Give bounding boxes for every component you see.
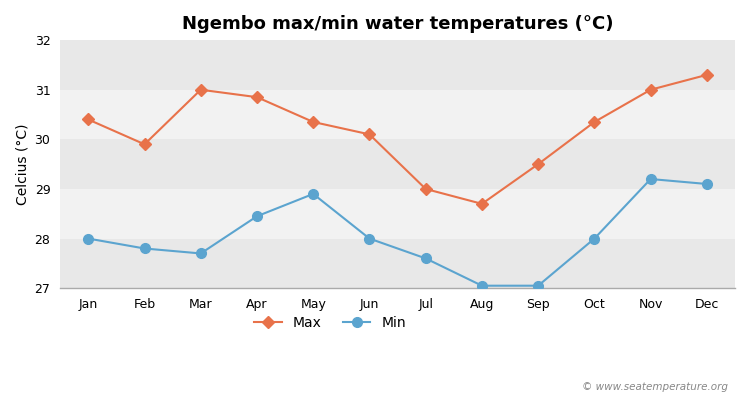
Max <box>365 132 374 137</box>
Text: © www.seatemperature.org: © www.seatemperature.org <box>581 382 728 392</box>
Min <box>478 283 487 288</box>
Max <box>196 87 206 92</box>
Max <box>590 120 599 124</box>
Bar <box>60 40 735 90</box>
Min <box>84 236 93 241</box>
Max <box>422 186 430 191</box>
Title: Ngembo max/min water temperatures (°C): Ngembo max/min water temperatures (°C) <box>182 15 614 33</box>
Min <box>590 236 599 241</box>
Max <box>309 120 318 124</box>
Max <box>534 162 543 166</box>
Min <box>534 283 543 288</box>
Line: Min: Min <box>83 174 712 290</box>
Min <box>365 236 374 241</box>
Min <box>703 182 712 186</box>
Min <box>253 214 262 219</box>
Line: Max: Max <box>84 71 711 208</box>
Bar <box>60 238 735 288</box>
Bar <box>60 189 735 238</box>
Min <box>422 256 430 261</box>
Max <box>703 72 712 77</box>
Min <box>140 246 149 251</box>
Legend: Max, Min: Max, Min <box>248 311 412 336</box>
Min <box>196 251 206 256</box>
Max <box>478 202 487 206</box>
Min <box>309 192 318 196</box>
Min <box>646 177 656 182</box>
Max <box>140 142 149 147</box>
Max <box>253 95 262 100</box>
Y-axis label: Celcius (°C): Celcius (°C) <box>15 123 29 205</box>
Max <box>646 87 656 92</box>
Bar <box>60 90 735 139</box>
Max <box>84 117 93 122</box>
Bar <box>60 139 735 189</box>
